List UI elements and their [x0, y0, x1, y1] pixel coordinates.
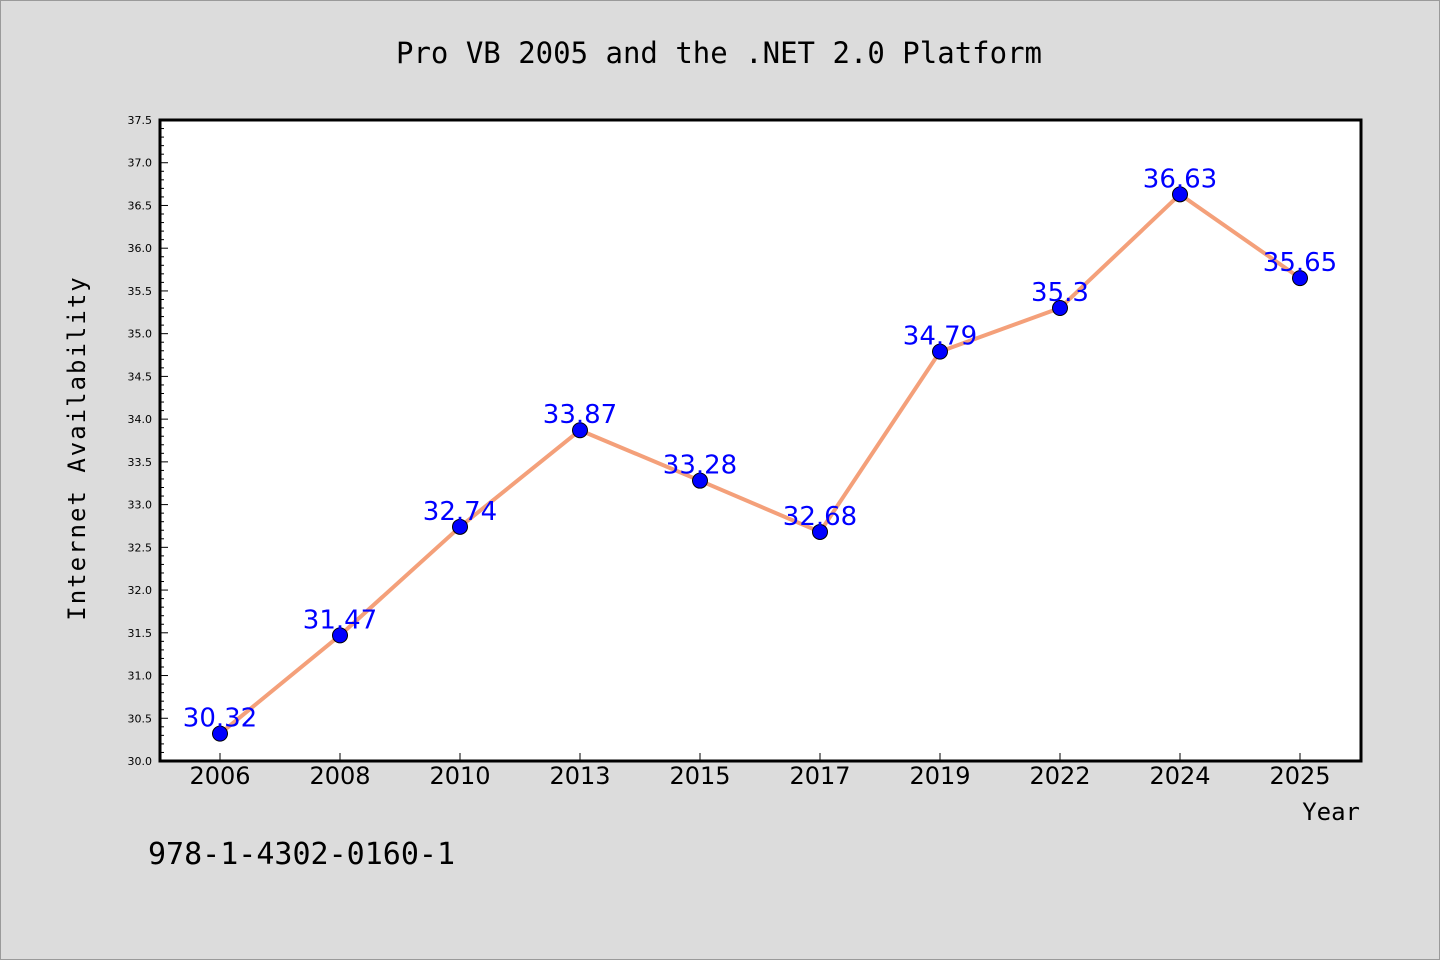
data-point [692, 472, 708, 489]
y-tick-label: 36.0 [128, 242, 153, 255]
y-tick-label: 31.5 [128, 627, 153, 640]
y-tick-label: 37.0 [128, 157, 153, 170]
y-tick-label: 35.0 [128, 328, 153, 341]
data-point [1292, 270, 1308, 287]
x-tick-label: 2013 [549, 762, 610, 790]
data-label: 33.28 [663, 451, 737, 481]
series-markers [212, 186, 1308, 742]
x-tick-label: 2006 [189, 762, 250, 790]
y-tick-label: 32.5 [128, 541, 153, 554]
data-point [1052, 300, 1068, 317]
series-polyline [218, 192, 1302, 736]
data-label: 32.68 [783, 502, 857, 532]
data-point [332, 627, 348, 644]
data-point [452, 518, 468, 535]
data-point [1172, 186, 1188, 203]
data-point [572, 422, 588, 439]
y-axis-label: Internet Availability [63, 275, 91, 620]
chart-title: Pro VB 2005 and the .NET 2.0 Platform [396, 36, 1042, 70]
data-label: 31.47 [303, 605, 377, 635]
x-tick-label: 2017 [789, 762, 850, 790]
y-tick-label: 30.5 [128, 712, 153, 725]
x-tick-label: 2024 [1149, 762, 1210, 790]
data-label: 35.3 [1031, 278, 1089, 308]
data-label: 34.79 [903, 322, 977, 352]
data-point [932, 343, 948, 360]
series-line [218, 192, 1302, 736]
x-tick-label: 2015 [669, 762, 730, 790]
y-tick-label: 32.0 [128, 584, 153, 597]
data-point [212, 725, 228, 742]
data-label: 30.32 [183, 704, 257, 734]
y-tick-label: 34.5 [128, 370, 153, 383]
data-label: 32.74 [423, 497, 497, 527]
x-tick-label: 2010 [429, 762, 490, 790]
data-point [812, 523, 828, 540]
x-axis-ticks: 2006 2008 2010 2013 2015 2017 2019 2022 2024 2025 [189, 753, 1331, 790]
y-tick-label: 36.5 [128, 199, 153, 212]
data-label: 36.63 [1143, 164, 1217, 194]
y-tick-label: 35.5 [128, 285, 153, 298]
y-tick-label: 34.0 [128, 413, 153, 426]
isbn-footer: 978-1-4302-0160-1 [148, 837, 455, 872]
x-tick-label: 2008 [309, 762, 370, 790]
x-axis-label: Year [1302, 798, 1360, 826]
y-tick-label: 33.0 [128, 499, 153, 512]
y-tick-label: 31.0 [128, 670, 153, 683]
plot-area [158, 118, 1363, 763]
data-labels: 30.32 31.47 32.74 33.87 33.28 32.68 34.79 35.3 3… [183, 164, 1337, 733]
x-tick-label: 2019 [909, 762, 970, 790]
y-tick-label: 30.0 [128, 755, 153, 768]
y-tick-label: 37.5 [128, 114, 153, 127]
y-tick-label: 33.5 [128, 456, 153, 469]
x-tick-label: 2022 [1029, 762, 1090, 790]
data-label: 35.65 [1263, 248, 1337, 278]
y-axis-ticks: 30.0 30.5 31.0 31.5 32.0 32.5 33.0 33.5 34.0 34.5… [128, 114, 168, 768]
data-label: 33.87 [543, 400, 617, 430]
x-tick-label: 2025 [1269, 762, 1330, 790]
